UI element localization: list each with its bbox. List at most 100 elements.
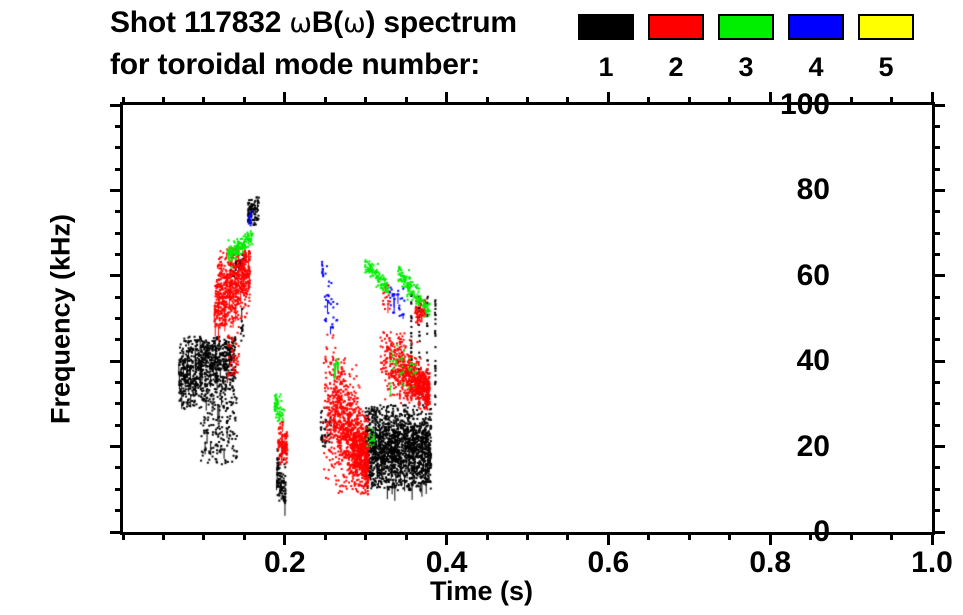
y-tick-label-40: 40 bbox=[796, 344, 830, 378]
x-tick-bottom-1 bbox=[930, 532, 934, 545]
x-tick-top-0.75 bbox=[728, 97, 732, 105]
x-tick-bottom-0.25 bbox=[323, 532, 327, 540]
legend-swatch-n3 bbox=[718, 14, 774, 40]
y-tick-right-80 bbox=[932, 188, 945, 192]
x-tick-bottom-0.05 bbox=[161, 532, 165, 540]
y-tick-right-5 bbox=[932, 509, 940, 513]
y-tick-right-95 bbox=[932, 124, 940, 128]
y-tick-left-80 bbox=[110, 188, 123, 192]
x-tick-top-0.85 bbox=[809, 97, 813, 105]
y-tick-label-0: 0 bbox=[813, 515, 830, 548]
y-tick-right-75 bbox=[932, 210, 940, 214]
title-text-part-1: Shot 117832 bbox=[110, 6, 290, 39]
y-tick-left-25 bbox=[115, 423, 123, 427]
spectrogram-data-canvas bbox=[123, 105, 932, 532]
x-tick-bottom-0 bbox=[121, 532, 125, 540]
omega-symbol-1: ω bbox=[289, 8, 312, 39]
x-tick-top-0.05 bbox=[161, 97, 165, 105]
figure-title-line-2: for toroidal mode number: bbox=[110, 48, 481, 81]
legend-swatch-n4 bbox=[788, 14, 844, 40]
legend-label-n5: 5 bbox=[878, 52, 894, 82]
x-tick-bottom-0.8 bbox=[768, 532, 772, 545]
x-tick-label-0.6: 0.6 bbox=[587, 546, 630, 579]
y-axis-title: Frequency (kHz) bbox=[45, 213, 76, 424]
legend-label-n1: 1 bbox=[598, 52, 614, 82]
y-tick-right-45 bbox=[932, 338, 940, 342]
y-tick-right-60 bbox=[932, 274, 945, 278]
x-tick-label-0.8: 0.8 bbox=[749, 546, 792, 579]
x-axis-title: Time (s) bbox=[429, 576, 534, 606]
y-tick-right-50 bbox=[932, 317, 940, 320]
legend-label-n3: 3 bbox=[738, 52, 754, 82]
y-tick-left-55 bbox=[115, 295, 123, 299]
x-tick-bottom-0.55 bbox=[566, 532, 570, 540]
x-tick-bottom-0.35 bbox=[404, 532, 408, 540]
x-tick-top-0.6 bbox=[606, 92, 610, 105]
x-tick-top-1 bbox=[930, 92, 934, 105]
x-tick-bottom-0.75 bbox=[728, 532, 732, 540]
y-tick-right-90 bbox=[932, 146, 940, 150]
y-tick-right-35 bbox=[932, 381, 940, 385]
x-tick-top-0.45 bbox=[485, 97, 489, 105]
x-tick-bottom-0.6 bbox=[606, 532, 610, 545]
y-tick-label-80: 80 bbox=[796, 173, 830, 207]
x-tick-top-0.7 bbox=[687, 97, 691, 105]
x-tick-top-0.25 bbox=[323, 97, 327, 105]
y-tick-left-95 bbox=[115, 124, 123, 128]
y-tick-left-90 bbox=[115, 146, 123, 150]
x-tick-bottom-0.7 bbox=[687, 532, 691, 540]
x-tick-bottom-0.65 bbox=[647, 532, 651, 540]
x-tick-top-0.3 bbox=[364, 97, 368, 105]
legend-label-n2: 2 bbox=[668, 52, 684, 82]
y-tick-left-30 bbox=[115, 402, 123, 406]
y-tick-left-10 bbox=[115, 487, 123, 491]
y-tick-right-100 bbox=[932, 103, 945, 107]
x-tick-top-0.2 bbox=[283, 92, 287, 105]
y-tick-left-5 bbox=[115, 509, 123, 513]
y-tick-right-55 bbox=[932, 295, 940, 299]
y-tick-right-10 bbox=[932, 487, 940, 491]
x-tick-bottom-0.2 bbox=[283, 532, 287, 545]
y-tick-right-15 bbox=[932, 466, 940, 470]
y-tick-left-20 bbox=[110, 445, 123, 449]
y-tick-left-35 bbox=[115, 381, 123, 385]
x-tick-top-0.15 bbox=[242, 97, 246, 105]
x-tick-top-0.8 bbox=[768, 92, 772, 105]
y-tick-left-75 bbox=[115, 210, 123, 214]
x-tick-bottom-0.9 bbox=[849, 532, 853, 540]
y-tick-right-65 bbox=[932, 252, 940, 256]
figure-title-line-1: Shot 117832 ωB(ω) spectrum bbox=[110, 6, 517, 40]
x-tick-bottom-0.5 bbox=[526, 532, 529, 540]
x-tick-bottom-0.85 bbox=[809, 532, 813, 540]
y-tick-right-20 bbox=[932, 445, 945, 449]
title-text-part-3: ) spectrum bbox=[365, 6, 517, 39]
y-tick-left-60 bbox=[110, 274, 123, 278]
y-tick-right-85 bbox=[932, 167, 940, 171]
x-tick-top-0.55 bbox=[566, 97, 570, 105]
x-tick-bottom-0.15 bbox=[242, 532, 246, 540]
x-tick-top-0.65 bbox=[647, 97, 651, 105]
legend-swatch-n5 bbox=[858, 14, 914, 40]
x-tick-top-0 bbox=[121, 97, 125, 105]
y-tick-left-15 bbox=[115, 466, 123, 470]
legend-label-n4: 4 bbox=[808, 52, 824, 82]
legend-swatch-n1 bbox=[578, 14, 634, 40]
x-tick-bottom-0.4 bbox=[445, 532, 449, 545]
y-tick-left-65 bbox=[115, 252, 123, 256]
y-tick-right-30 bbox=[932, 402, 940, 406]
y-tick-label-100: 100 bbox=[779, 88, 830, 121]
x-tick-top-0.5 bbox=[526, 97, 529, 105]
x-tick-top-0.35 bbox=[404, 97, 408, 105]
x-tick-bottom-0.45 bbox=[485, 532, 489, 540]
x-tick-top-0.95 bbox=[890, 97, 894, 105]
y-tick-left-50 bbox=[115, 317, 123, 320]
y-tick-right-40 bbox=[932, 359, 945, 363]
plot-area: Frequency (kHz) 0 20 40 60 80 100 0.2 0.4 0.6 0.8… bbox=[46, 88, 953, 579]
x-tick-label-1: 1.0 bbox=[911, 546, 953, 579]
x-tick-top-0.9 bbox=[849, 97, 853, 105]
omega-symbol-2: ω bbox=[343, 8, 366, 39]
x-tick-bottom-0.95 bbox=[890, 532, 894, 540]
y-tick-label-60: 60 bbox=[796, 258, 830, 292]
y-tick-right-70 bbox=[932, 231, 940, 235]
